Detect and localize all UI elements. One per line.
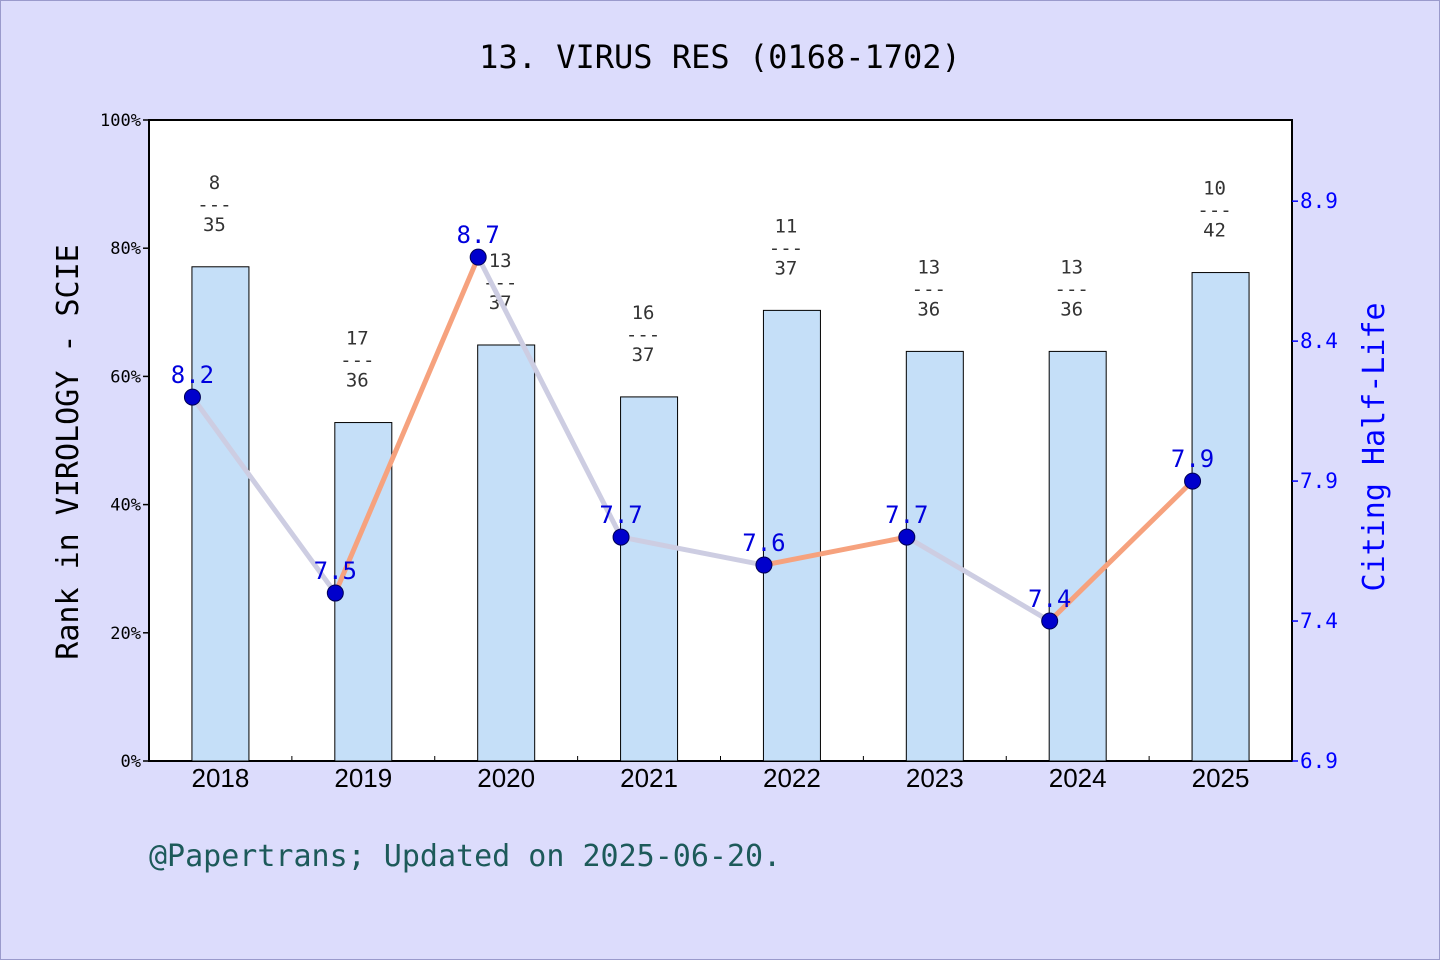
half-life-line-layer <box>189 254 1196 624</box>
x-tick-label: 2023 <box>906 763 964 793</box>
y2-tick-label: 8.4 <box>1300 329 1338 353</box>
x-tick-label: 2025 <box>1192 763 1250 793</box>
bar-2025 <box>1191 272 1250 762</box>
y2-tick-label: 8.9 <box>1300 189 1338 213</box>
half-life-marker <box>469 248 487 266</box>
half-life-segment <box>904 534 1053 624</box>
y-tick-label: 40% <box>110 496 141 516</box>
x-tick-label: 2024 <box>1049 763 1107 793</box>
half-life-value-label: 7.9 <box>1171 445 1214 473</box>
y2-tick-label: 7.9 <box>1300 469 1338 493</box>
rank-label-total: 36 <box>917 298 940 320</box>
bar-2022 <box>762 309 821 762</box>
y-tick-label: 60% <box>110 367 141 387</box>
y2-tick-label: 6.9 <box>1300 749 1338 773</box>
rank-label-rank: 13 <box>1060 256 1083 278</box>
rank-label-separator: --- <box>340 350 374 372</box>
half-life-marker <box>612 528 630 546</box>
rank-label-total: 36 <box>346 370 369 392</box>
rank-label-rank: 17 <box>346 328 369 350</box>
plot-area <box>148 119 1293 762</box>
half-life-value-label: 7.5 <box>314 557 357 585</box>
x-tick-label: 2021 <box>620 763 678 793</box>
half-life-marker <box>326 584 344 602</box>
half-life-segment <box>189 394 338 596</box>
half-life-value-label: 7.6 <box>742 529 785 557</box>
bar-2024 <box>1048 350 1107 762</box>
half-life-segment <box>618 534 767 568</box>
bar-2018 <box>191 266 250 762</box>
half-life-marker <box>183 388 201 406</box>
y2-axis-label: Citing Half-Life <box>1357 303 1392 592</box>
rank-label-separator: --- <box>912 278 946 300</box>
half-life-value-label: 8.7 <box>457 221 500 249</box>
half-life-value-label: 7.7 <box>885 501 928 529</box>
y2-tick-label: 7.4 <box>1300 609 1338 633</box>
x-tick-label: 2022 <box>763 763 821 793</box>
half-life-markers-layer <box>183 248 1202 630</box>
half-life-values-layer: 8.2 7.5 8.7 7.7 7.6 7.7 7.4 7.9 <box>171 221 1214 613</box>
y-tick-label: 100% <box>100 111 141 131</box>
half-life-value-label: 8.2 <box>171 361 214 389</box>
rank-label-rank: 13 <box>917 256 940 278</box>
y-tick-label: 0% <box>121 752 141 772</box>
x-tick-label: 2018 <box>192 763 250 793</box>
half-life-marker <box>1041 612 1059 630</box>
rank-label-rank: 11 <box>774 215 797 237</box>
rank-label-separator: --- <box>1055 278 1089 300</box>
rank-label-rank: 13 <box>489 250 512 272</box>
rank-label-separator: --- <box>1197 200 1231 222</box>
rank-label-separator: --- <box>626 324 660 346</box>
half-life-value-label: 7.7 <box>599 501 642 529</box>
half-life-marker <box>1184 472 1202 490</box>
x-tick-label: 2020 <box>477 763 535 793</box>
y-axis-label: Rank in VIROLOGY - SCIE <box>51 244 86 659</box>
y-tick-label: 80% <box>110 239 141 259</box>
rank-label-total: 36 <box>1060 298 1083 320</box>
rank-label-rank: 16 <box>632 302 655 324</box>
rank-label-total: 42 <box>1203 220 1226 242</box>
rank-label-total: 37 <box>632 344 655 366</box>
axes-layer: 0% 20% 40% 60% 80% 100% 6.9 7.4 7.9 8.4 8.9 2018 201… <box>100 111 1338 793</box>
chart-title: 13. VIRUS RES (0168-1702) <box>479 38 961 76</box>
half-life-value-label: 7.4 <box>1028 585 1071 613</box>
half-life-segment <box>332 254 481 596</box>
half-life-segment <box>761 534 910 568</box>
half-life-marker <box>898 528 916 546</box>
rank-label-rank: 8 <box>209 172 220 194</box>
bar-2021 <box>620 396 679 762</box>
half-life-segment <box>475 254 624 540</box>
rank-label-rank: 10 <box>1203 178 1226 200</box>
half-life-marker <box>755 556 773 574</box>
bar-2020 <box>477 344 536 762</box>
rank-label-separator: --- <box>769 237 803 259</box>
y-tick-label: 20% <box>110 624 141 644</box>
rank-label-separator: --- <box>197 194 231 216</box>
rank-label-total: 35 <box>203 214 226 236</box>
rank-label-total: 37 <box>774 257 797 279</box>
half-life-segment <box>1047 478 1196 624</box>
x-tick-label: 2019 <box>334 763 392 793</box>
footer-note: @Papertrans; Updated on 2025-06-20. <box>149 839 781 874</box>
